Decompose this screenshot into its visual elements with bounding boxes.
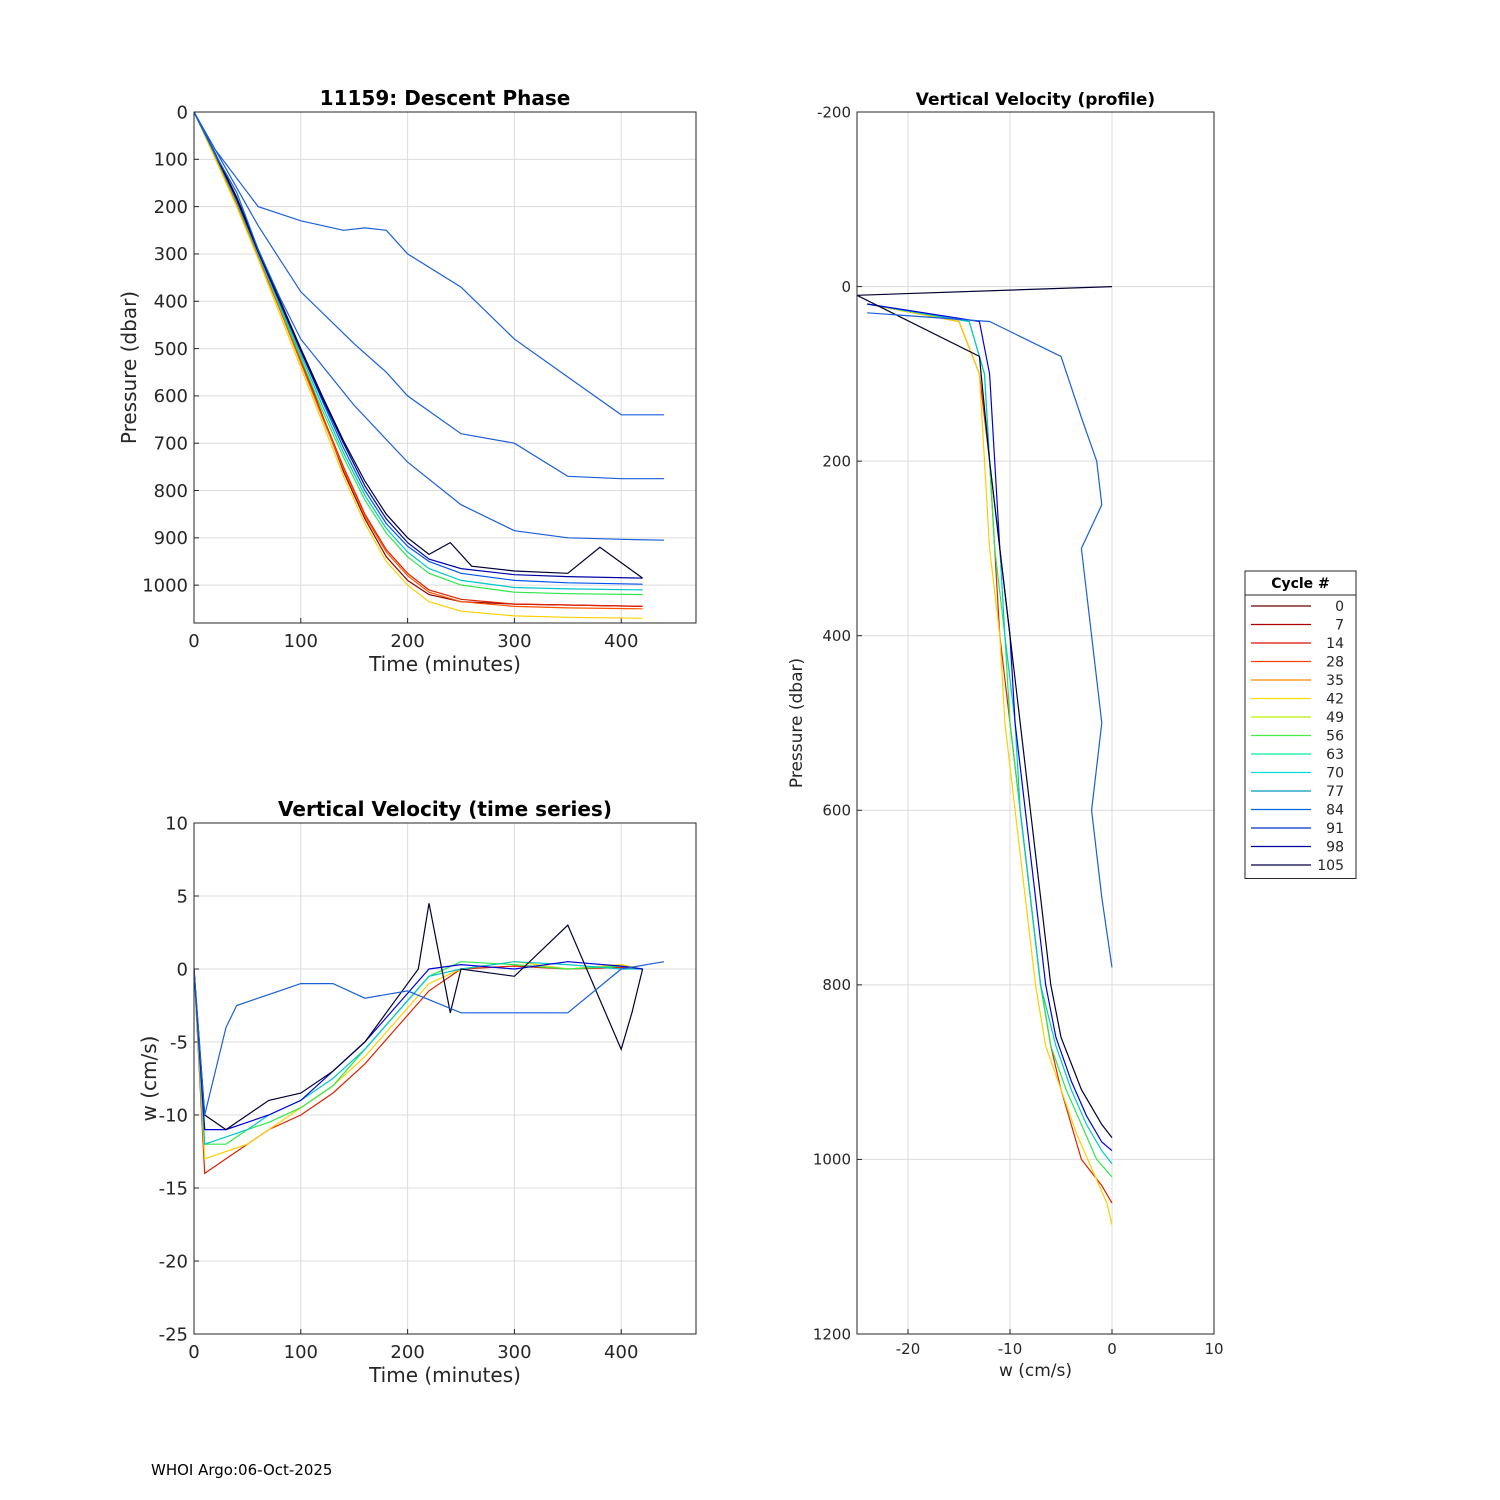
y-axis-label: Pressure (dbar) [787, 658, 807, 788]
legend-label-105: 105 [1317, 858, 1344, 874]
series-line-105 [857, 286, 1113, 1138]
velocity-timeseries-chart: 0 100 200 300 400 -25 -20 -15 -10 -5 0 5 10 Vertical … [137, 797, 697, 1387]
plot-background [194, 823, 696, 1334]
x-tick-label: -10 [998, 1340, 1023, 1358]
y-tick-label: 700 [154, 434, 188, 455]
y-tick-label: -5 [170, 1032, 188, 1053]
y-tick-label: 300 [154, 244, 188, 265]
x-tick-label: 200 [390, 1342, 424, 1363]
y-tick-label: 0 [841, 278, 851, 296]
legend-label-70: 70 [1326, 766, 1344, 782]
series-line-outlier-c [194, 112, 664, 416]
series-line-105 [194, 903, 644, 1131]
x-tick-label: 100 [284, 1342, 318, 1363]
legend-box [1244, 570, 1357, 879]
y-tick-label: 0 [177, 959, 188, 980]
x-tick-label: 0 [188, 1342, 199, 1363]
x-tick-label: 400 [604, 1342, 638, 1363]
y-tick-label: 600 [822, 802, 851, 820]
y-tick-label: 100 [154, 150, 188, 171]
plot-background [194, 112, 696, 623]
series-line-28 [194, 112, 643, 610]
legend-label-7: 7 [1335, 618, 1344, 634]
plot-background [857, 112, 1214, 1334]
x-axis-label: Time (minutes) [368, 652, 521, 676]
y-axis-label: Pressure (dbar) [117, 291, 141, 444]
legend-label-91: 91 [1326, 821, 1344, 837]
y-tick-label: 5 [177, 886, 188, 907]
y-tick-label: 200 [154, 197, 188, 218]
y-tick-label: 900 [154, 528, 188, 549]
y-tick-label: -200 [817, 103, 851, 121]
series-group [194, 903, 665, 1175]
legend-label-14: 14 [1326, 636, 1344, 652]
descent-phase-chart: 0 100 200 300 400 0 100 200 300 400 500 600 700 800 90… [117, 86, 697, 676]
axes-frame [193, 111, 697, 624]
x-tick-label: 0 [188, 631, 199, 652]
legend-label-77: 77 [1326, 784, 1344, 800]
y-tick-label: 500 [154, 339, 188, 360]
series-line-outlier-a [194, 112, 665, 541]
series-line-42 [194, 112, 643, 619]
y-tick-label: -25 [159, 1324, 188, 1345]
series-line-42 [867, 303, 1113, 1226]
cycle-legend: Cycle # 0 7 14 28 35 42 49 56 63 70 77 84 91 98 105 [1244, 570, 1357, 879]
x-tick-label: 300 [497, 631, 531, 652]
legend-title: Cycle # [1271, 576, 1330, 592]
footer-label: WHOI Argo:06-Oct-2025 [151, 1461, 333, 1479]
x-tick-label: 0 [1107, 1340, 1117, 1358]
legend-label-35: 35 [1326, 673, 1344, 689]
chart-title: Vertical Velocity (profile) [916, 90, 1155, 110]
y-tick-label: 800 [822, 976, 851, 994]
y-tick-label: 1200 [813, 1325, 851, 1343]
legend-label-49: 49 [1326, 710, 1344, 726]
y-tick-label: 600 [154, 386, 188, 407]
y-tick-label: -20 [159, 1251, 188, 1272]
x-axis-label: w (cm/s) [999, 1361, 1072, 1381]
velocity-profile-chart: -20 -10 0 10 -200 0 200 400 600 800 1000 1200 Vertic… [787, 90, 1224, 1381]
series-line-42 [194, 961, 643, 1160]
chart-title: Vertical Velocity (time series) [278, 797, 612, 821]
series-line-70 [867, 303, 1113, 1165]
series-line-91 [867, 303, 1113, 1152]
chart-title: 11159: Descent Phase [320, 86, 571, 110]
legend-label-56: 56 [1326, 729, 1344, 745]
legend-label-63: 63 [1326, 747, 1344, 763]
series-group [857, 286, 1113, 1226]
series-group [194, 112, 665, 619]
y-tick-label: -10 [159, 1105, 188, 1126]
legend-label-98: 98 [1326, 840, 1344, 856]
series-line-outlier-b [194, 112, 664, 480]
y-axis-label: w (cm/s) [137, 1036, 161, 1122]
series-line-outlier-slow [867, 312, 1113, 968]
x-tick-label: 400 [604, 631, 638, 652]
y-tick-label: 200 [822, 452, 851, 470]
legend-label-0: 0 [1335, 599, 1344, 615]
x-tick-label: 100 [284, 631, 318, 652]
y-tick-label: 400 [822, 627, 851, 645]
legend-label-42: 42 [1326, 692, 1344, 708]
axes-frame [193, 822, 697, 1335]
series-line-outlier-slow [194, 961, 665, 1116]
y-tick-label: -15 [159, 1178, 188, 1199]
x-axis-label: Time (minutes) [368, 1363, 521, 1387]
y-tick-label: 0 [177, 102, 188, 123]
y-tick-label: 400 [154, 292, 188, 313]
legend-label-84: 84 [1326, 803, 1344, 819]
x-tick-label: 200 [390, 631, 424, 652]
y-tick-label: 10 [165, 813, 188, 834]
legend-label-28: 28 [1326, 655, 1344, 671]
y-tick-label: 1000 [813, 1151, 851, 1169]
y-tick-label: 800 [154, 481, 188, 502]
x-tick-label: 10 [1204, 1340, 1223, 1358]
axes-frame [856, 111, 1215, 1335]
y-tick-label: 1000 [142, 575, 188, 596]
series-line-98 [194, 112, 643, 579]
x-tick-label: 300 [497, 1342, 531, 1363]
x-tick-label: -20 [896, 1340, 921, 1358]
